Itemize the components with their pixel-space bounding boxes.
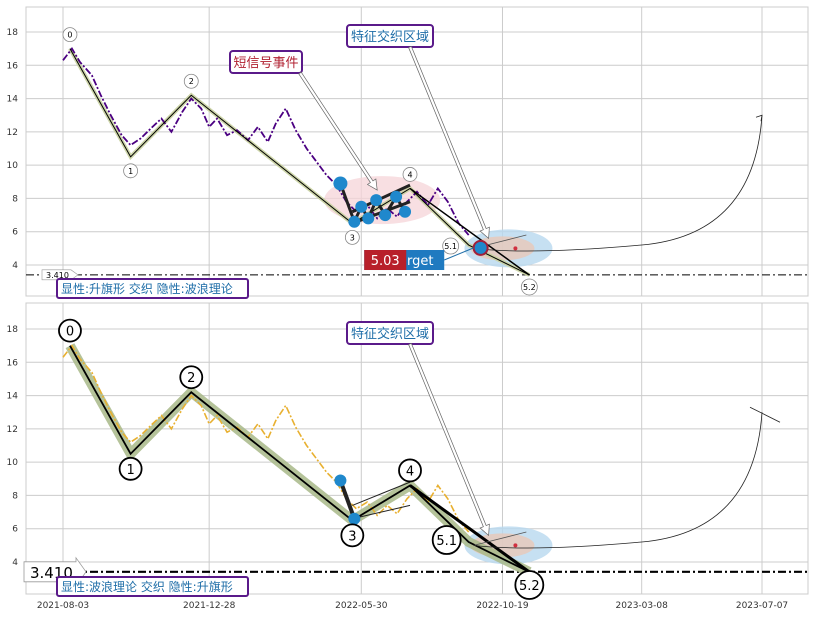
y-tick-label: 6 <box>12 228 18 238</box>
target-value: 5.03 <box>371 254 400 269</box>
support-label-box <box>41 269 79 281</box>
flag-point <box>333 176 348 191</box>
y-tick-label: 4 <box>12 261 18 271</box>
legend-box <box>56 278 249 299</box>
wave-point-marker <box>58 318 82 343</box>
wave-point-marker <box>62 27 78 43</box>
legend-text: 显性:波浪理论 交织 隐性:升旗形 <box>61 579 233 594</box>
wave-point-marker <box>118 456 143 481</box>
flag-point <box>379 209 392 222</box>
wave-point-marker <box>183 73 199 89</box>
interlace-label-box <box>346 321 434 345</box>
y-tick-label: 10 <box>7 458 19 468</box>
target-point <box>472 239 489 256</box>
y-tick-label: 12 <box>7 128 18 138</box>
x-tick-label: 2023-03-08 <box>616 601 669 611</box>
flag-point <box>348 215 361 228</box>
wave-point-marker <box>123 163 139 179</box>
wave-point-label: 5.1 <box>444 242 457 251</box>
wave-point-marker <box>431 525 462 555</box>
wave5-line <box>409 187 530 276</box>
wave-point-label: 1 <box>128 167 133 176</box>
interlace-arrow <box>408 342 490 537</box>
wave-point-marker <box>398 458 422 483</box>
wave-point-label: 5.1 <box>436 534 457 549</box>
wave-point-label: 3 <box>350 233 355 242</box>
price-line <box>62 47 470 236</box>
y-tick-label: 12 <box>7 425 18 435</box>
target-dot <box>513 246 518 251</box>
wave-point-label: 5.2 <box>523 283 536 292</box>
wave-point-label: 4 <box>407 170 412 179</box>
y-tick-label: 6 <box>12 525 18 535</box>
y-tick-label: 14 <box>7 392 19 402</box>
legend-text: 显性:升旗形 交织 隐性:波浪理论 <box>61 281 233 296</box>
wave5-line <box>409 484 531 574</box>
x-tick-label: 2022-05-30 <box>335 601 388 611</box>
wave-point-label: 0 <box>67 31 72 40</box>
interlace-arrow <box>408 45 490 240</box>
x-tick-label: 2021-08-03 <box>37 601 89 611</box>
projection-curve <box>473 412 763 549</box>
flag-pole <box>338 479 357 520</box>
interlace-label: 特征交织区域 <box>351 326 429 342</box>
wave-point-label: 0 <box>66 325 74 340</box>
short-signal-box <box>229 50 303 74</box>
y-tick-label: 4 <box>12 558 18 568</box>
price-line <box>62 344 470 533</box>
y-tick-label: 10 <box>7 161 19 171</box>
short-signal-label: 短信号事件 <box>233 56 298 71</box>
y-tick-label: 16 <box>7 61 19 71</box>
y-tick-label: 16 <box>7 358 19 368</box>
support-label: 3.410 <box>46 271 69 280</box>
flag-channel-lower <box>352 504 411 520</box>
wave-point-marker <box>340 523 365 548</box>
x-tick-label: 2021-12-28 <box>183 601 236 611</box>
flag-point <box>390 190 403 203</box>
plot-frame <box>25 302 809 595</box>
interlace-label: 特征交织区域 <box>351 29 429 45</box>
wave-point-label: 4 <box>406 464 414 479</box>
wave-point-label: 3 <box>348 529 356 544</box>
projection-arrowhead <box>755 114 763 122</box>
flag-point <box>370 194 383 207</box>
flag-channel-upper <box>352 481 411 506</box>
x-tick-label: 2023-07-07 <box>736 601 788 611</box>
wave-point-label: 2 <box>189 77 194 86</box>
x-tick-label: 2022-10-19 <box>476 601 529 611</box>
y-tick-label: 8 <box>12 194 18 204</box>
flag-point <box>355 200 368 213</box>
target-label-suffix: rget <box>407 254 433 269</box>
short-signal-arrow <box>298 71 378 191</box>
target-value-box <box>364 250 407 271</box>
wedge-line <box>473 531 527 546</box>
y-tick-label: 8 <box>12 491 18 501</box>
target-dot <box>513 543 518 548</box>
wave-point-label: 1 <box>126 463 134 478</box>
interlace-label-box <box>346 24 434 48</box>
projection-arrowhead <box>749 406 781 423</box>
y-tick-label: 18 <box>7 325 19 335</box>
wave-point-label: 5.2 <box>519 579 540 594</box>
chart-panel-top: 46810121416183.410012345.15.2短信号事件特征交织区域… <box>7 6 809 299</box>
wave-point-marker <box>179 365 204 390</box>
wave-point-marker <box>442 237 460 255</box>
flag-point <box>348 512 361 525</box>
wave-point-label: 2 <box>187 371 195 386</box>
wave-point-marker <box>344 229 360 245</box>
legend-box <box>56 576 249 597</box>
flag-point <box>362 212 375 225</box>
y-tick-label: 14 <box>7 95 19 105</box>
wave-point-marker <box>514 570 545 600</box>
projection-curve <box>473 115 763 252</box>
flag-point <box>399 205 412 218</box>
target-connector <box>444 247 474 261</box>
y-tick-label: 18 <box>7 28 19 38</box>
wave-point-marker <box>402 167 418 182</box>
wave-point-marker <box>520 278 538 296</box>
plot-frame <box>25 6 809 297</box>
flag-point <box>334 474 347 487</box>
